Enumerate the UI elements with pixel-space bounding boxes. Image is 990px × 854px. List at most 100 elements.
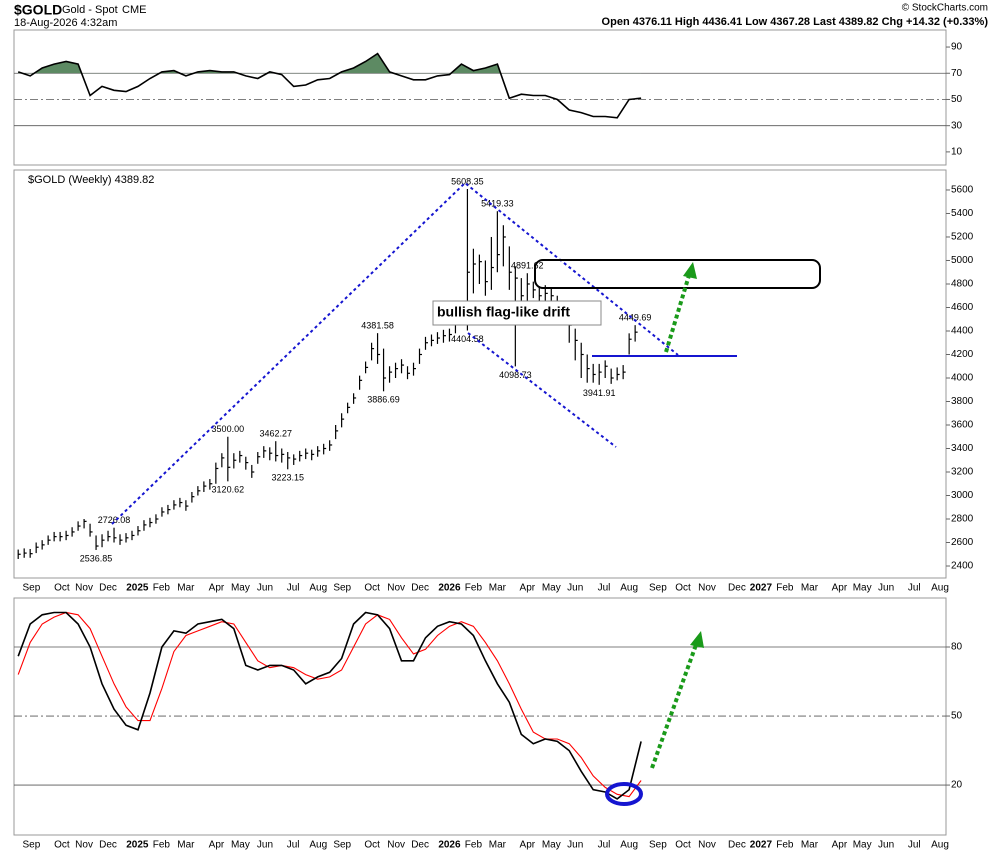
x-tick-label: Jun	[257, 583, 273, 594]
x-tick-label: Sep	[22, 583, 40, 594]
price-label: 5608.35	[451, 176, 484, 186]
x-tick-label: Dec	[411, 583, 429, 594]
y-tick-label: 70	[951, 68, 963, 79]
x-tick-label: Oct	[54, 583, 70, 594]
arrow	[650, 641, 699, 769]
quote: Open 4376.11 High 4436.41 Low 4367.28 La…	[602, 16, 989, 28]
y-tick-label: 4000	[951, 373, 974, 384]
instrument-name: Gold - Spot	[62, 4, 118, 16]
x-tick-label: 2027	[750, 840, 773, 851]
x-tick-label: Nov	[75, 583, 93, 594]
x-tick-label: Nov	[387, 840, 405, 851]
x-tick-label: Mar	[801, 583, 819, 594]
indicator-line	[17, 611, 642, 798]
y-tick-label: 2400	[951, 561, 974, 572]
y-tick-label: 3200	[951, 467, 974, 478]
x-tick-label: Dec	[99, 583, 117, 594]
price-label: 4404.58	[451, 334, 484, 344]
y-tick-label: 3400	[951, 443, 974, 454]
x-tick-label: Jul	[287, 840, 300, 851]
x-tick-label: 2025	[126, 840, 149, 851]
price-label: 2536.85	[80, 553, 113, 563]
x-tick-label: Jun	[567, 583, 583, 594]
x-tick-label: Sep	[649, 583, 667, 594]
x-tick-label: Sep	[333, 840, 351, 851]
x-tick-label: Oct	[675, 840, 691, 851]
y-tick-label: 2800	[951, 514, 974, 525]
y-tick-label: 80	[951, 642, 963, 653]
y-tick-label: 20	[951, 780, 963, 791]
price-label: 3886.69	[367, 395, 400, 405]
trend-line	[467, 332, 617, 448]
x-tick-label: Aug	[309, 840, 327, 851]
x-tick-label: Oct	[364, 840, 380, 851]
x-tick-label: Sep	[333, 583, 351, 594]
x-tick-label: May	[542, 840, 561, 851]
note: bullish flag-like drift	[437, 304, 570, 320]
y-tick-label: 4800	[951, 279, 974, 290]
x-tick-label: Jul	[598, 840, 611, 851]
x-tick-label: Jun	[257, 840, 273, 851]
price-label: 4098.73	[499, 370, 532, 380]
x-tick-label: 2027	[750, 583, 773, 594]
x-tick-label: 2026	[438, 840, 461, 851]
y-tick-label: 5200	[951, 232, 974, 243]
x-tick-label: Apr	[520, 840, 536, 851]
x-tick-label: Mar	[801, 840, 819, 851]
datetime: 18-Aug-2026 4:32am	[14, 17, 117, 29]
x-tick-label: Aug	[620, 840, 638, 851]
x-tick-label: Dec	[728, 840, 746, 851]
x-tick-label: Feb	[153, 583, 171, 594]
x-tick-label: May	[542, 583, 561, 594]
x-tick-label: Jul	[287, 583, 300, 594]
x-tick-label: Feb	[465, 583, 483, 594]
x-tick-label: May	[853, 583, 872, 594]
y-tick-label: 4200	[951, 349, 974, 360]
x-tick-label: Nov	[698, 583, 716, 594]
price-label: 5419.33	[481, 199, 514, 209]
x-tick-label: Mar	[177, 840, 195, 851]
price-label: 3120.62	[212, 485, 245, 495]
y-tick-label: 5600	[951, 185, 974, 196]
y-tick-label: 5000	[951, 255, 974, 266]
x-tick-label: 2026	[438, 583, 461, 594]
x-tick-label: Mar	[489, 583, 507, 594]
y-tick-label: 50	[951, 94, 963, 105]
y-tick-label: 4400	[951, 326, 974, 337]
price-label: 4381.58	[361, 321, 394, 331]
x-tick-label: Apr	[209, 583, 225, 594]
x-tick-label: Jul	[598, 583, 611, 594]
x-tick-label: 2025	[126, 583, 149, 594]
panel-frame	[13, 597, 947, 836]
x-tick-label: May	[231, 583, 250, 594]
highlight-circle	[605, 782, 643, 806]
x-tick-label: Aug	[309, 583, 327, 594]
arrow-head	[690, 631, 704, 648]
price-label: 4891.62	[511, 261, 544, 271]
y-tick-label: 30	[951, 120, 963, 131]
x-tick-label: Aug	[931, 840, 949, 851]
indicator-line	[17, 611, 642, 800]
x-tick-label: Apr	[520, 583, 536, 594]
trend-line	[111, 181, 679, 525]
note-box	[432, 300, 602, 326]
y-tick-label: 3000	[951, 490, 974, 501]
x-tick-label: Dec	[728, 583, 746, 594]
x-tick-label: Dec	[99, 840, 117, 851]
x-tick-label: Oct	[675, 583, 691, 594]
indicator-line	[17, 52, 642, 119]
x-tick-label: Feb	[776, 840, 794, 851]
symbol: $GOLD	[14, 2, 62, 18]
panel-frame	[13, 169, 947, 579]
x-tick-label: Nov	[75, 840, 93, 851]
price-label: 3462.27	[259, 429, 292, 439]
x-tick-label: Sep	[22, 840, 40, 851]
price-label: 3941.91	[583, 388, 616, 398]
x-tick-label: Jun	[878, 583, 894, 594]
x-tick-label: Nov	[698, 840, 716, 851]
price-label: 3500.00	[212, 424, 245, 434]
y-tick-label: 2600	[951, 537, 974, 548]
x-tick-label: May	[231, 840, 250, 851]
